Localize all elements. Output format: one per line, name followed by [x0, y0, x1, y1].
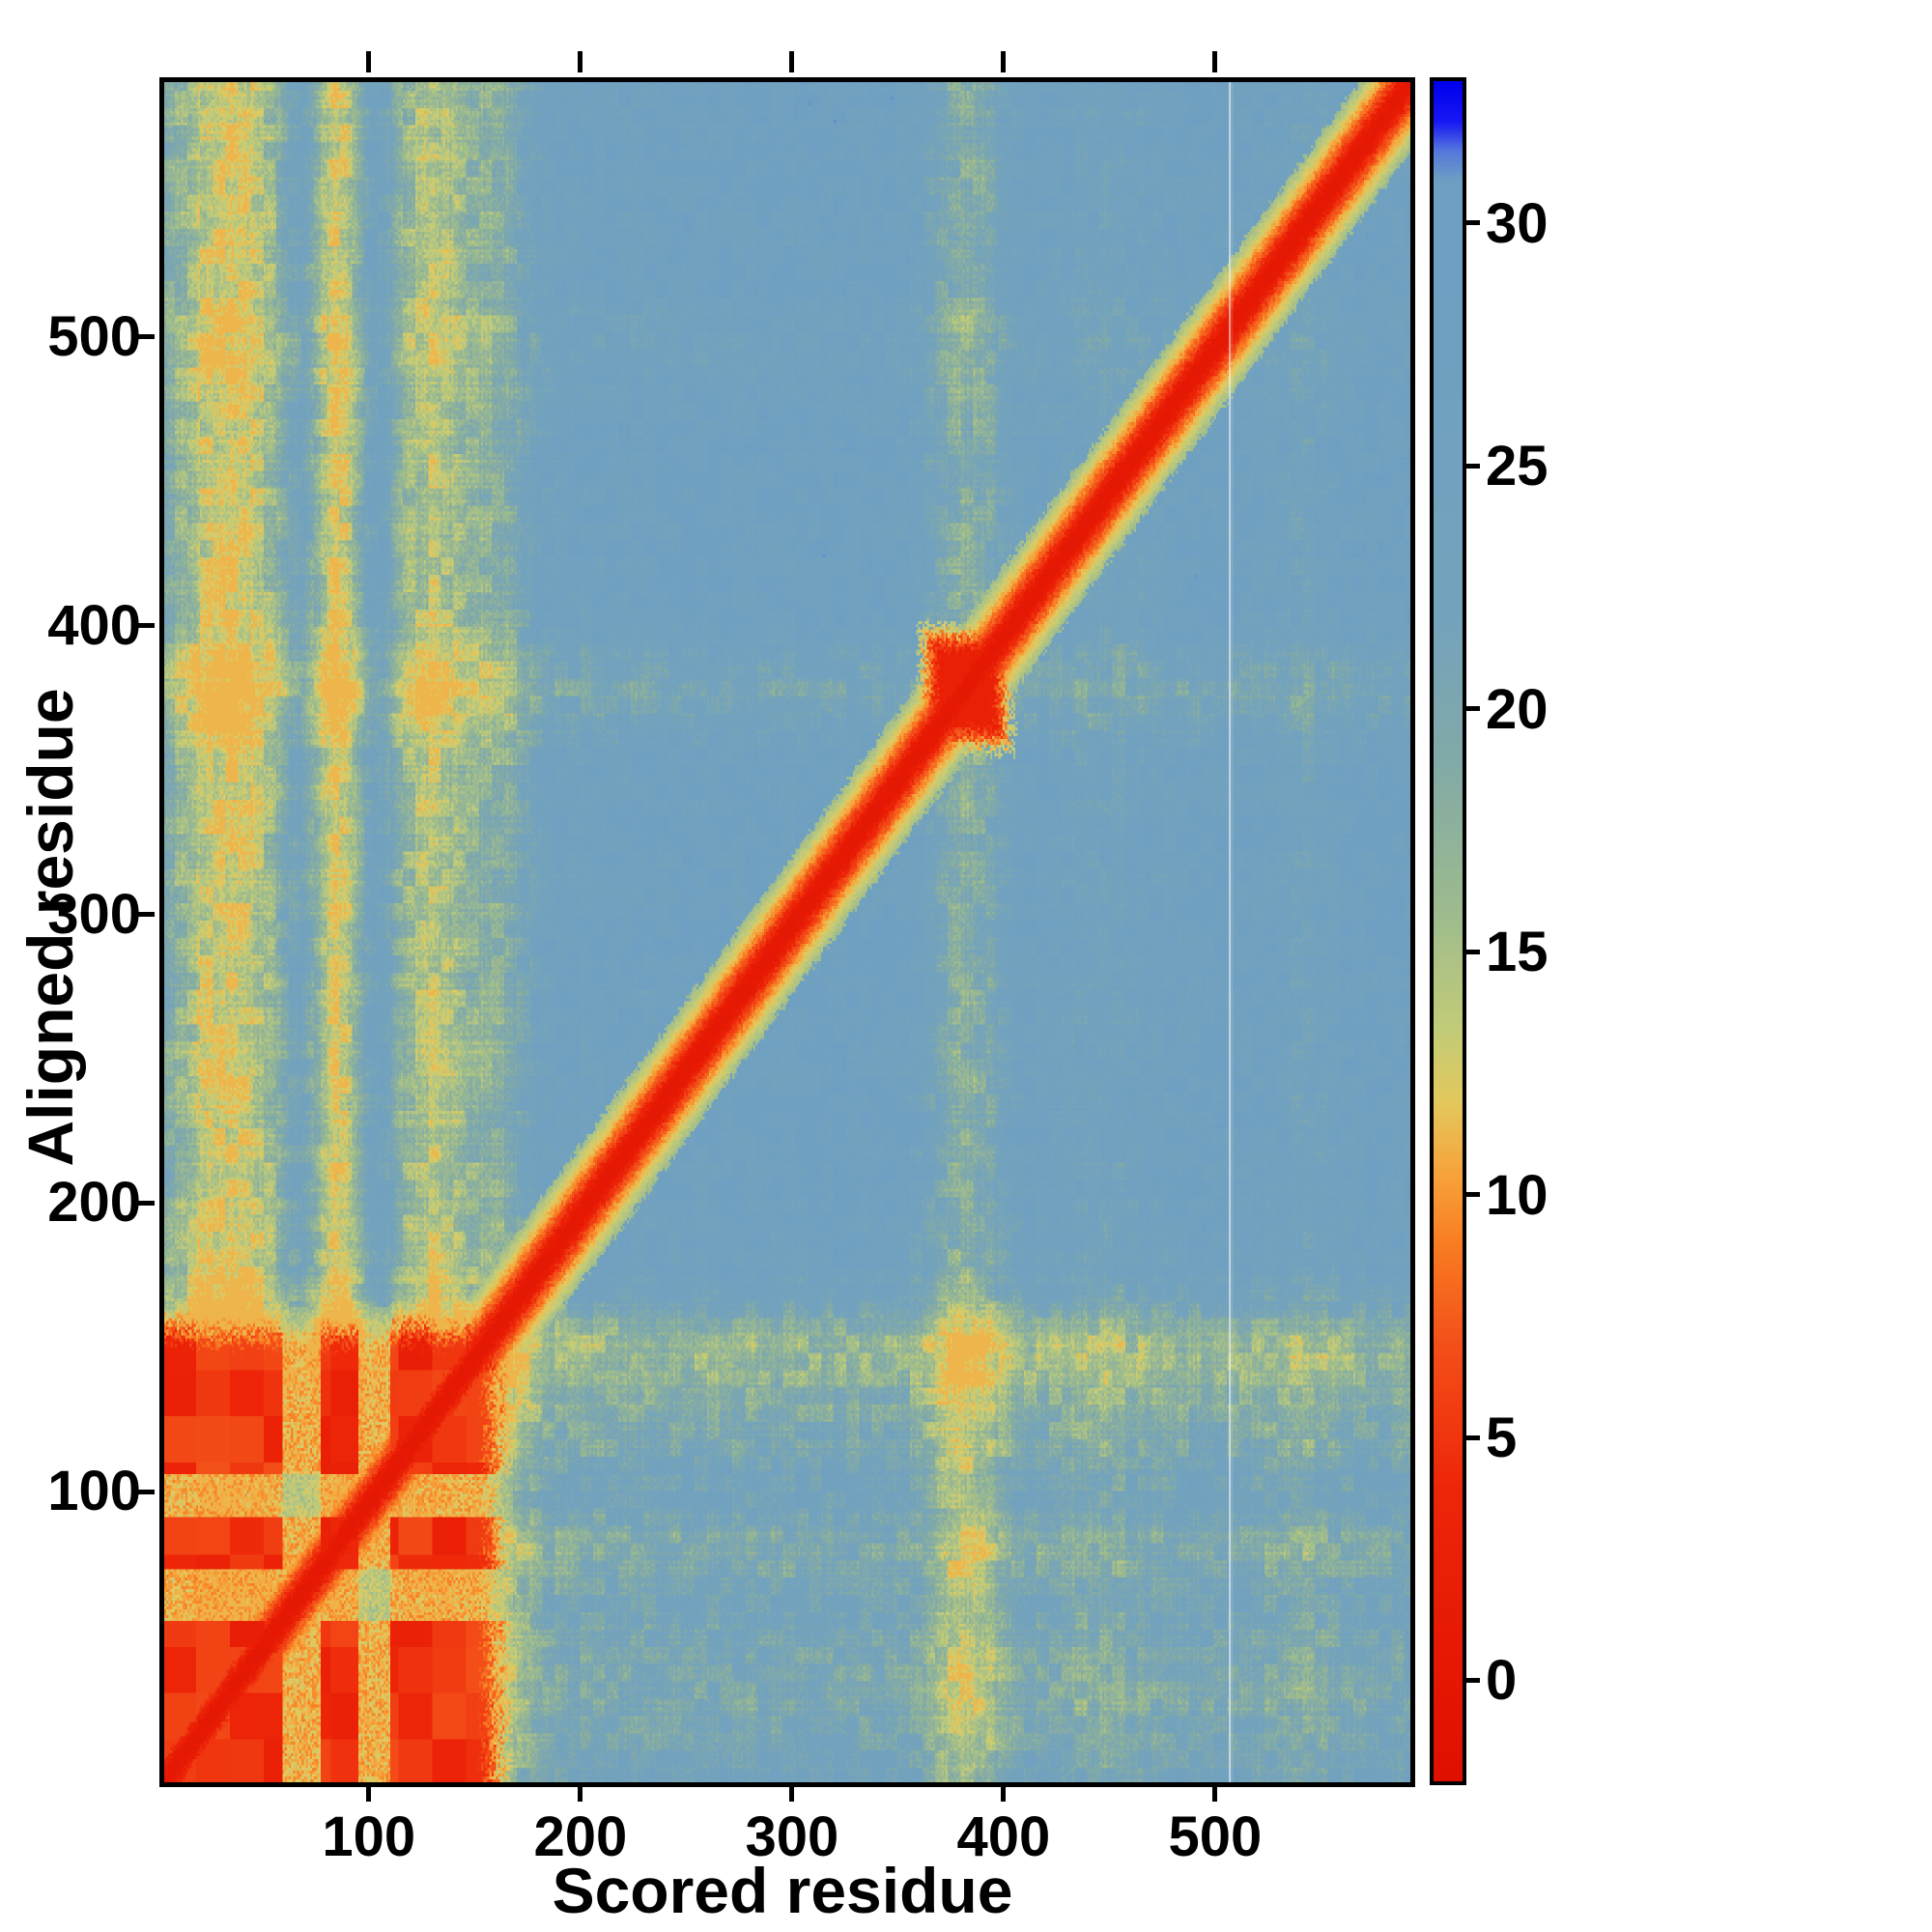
y-tick-label: 300	[47, 882, 141, 946]
x-tick-label: 100	[322, 1805, 416, 1868]
colorbar-tick-label: 0	[1486, 1649, 1518, 1713]
colorbar-tick-mark	[1466, 220, 1480, 226]
colorbar	[1430, 77, 1466, 1785]
x-tick-mark-bottom	[1001, 1782, 1007, 1802]
y-tick-mark	[133, 623, 155, 629]
colorbar-tick-label: 10	[1486, 1163, 1548, 1227]
x-tick-label: 500	[1168, 1805, 1263, 1868]
x-tick-mark-top	[789, 51, 795, 72]
plot-frame	[159, 77, 1415, 1787]
x-axis-title: Scored residue	[552, 1855, 1013, 1926]
y-tick-mark	[133, 912, 155, 918]
x-tick-mark-bottom	[578, 1782, 583, 1802]
heatmap-canvas	[164, 82, 1410, 1782]
y-tick-mark	[133, 1200, 155, 1206]
x-tick-label: 400	[956, 1805, 1051, 1868]
colorbar-tick-label: 5	[1486, 1406, 1518, 1469]
colorbar-tick-label: 20	[1486, 677, 1548, 741]
x-tick-mark-top	[1212, 51, 1218, 72]
y-tick-label: 400	[47, 593, 141, 657]
colorbar-tick-mark	[1466, 706, 1480, 712]
colorbar-tick-mark	[1466, 949, 1480, 954]
x-tick-mark-top	[578, 51, 583, 72]
x-tick-mark-bottom	[789, 1782, 795, 1802]
colorbar-tick-mark	[1466, 1192, 1480, 1198]
x-tick-mark-top	[366, 51, 372, 72]
colorbar-canvas	[1434, 81, 1463, 1781]
colorbar-tick-label: 15	[1486, 921, 1548, 984]
y-tick-label: 100	[47, 1460, 141, 1523]
y-tick-label: 500	[47, 304, 141, 368]
x-tick-mark-bottom	[366, 1782, 372, 1802]
y-tick-label: 200	[47, 1171, 141, 1235]
x-tick-label: 300	[745, 1805, 839, 1868]
colorbar-tick-label: 30	[1486, 191, 1548, 255]
colorbar-tick-label: 25	[1486, 435, 1548, 498]
y-tick-mark	[133, 334, 155, 340]
colorbar-tick-mark	[1466, 1435, 1480, 1440]
x-tick-mark-bottom	[1212, 1782, 1218, 1802]
y-tick-mark	[133, 1489, 155, 1494]
x-tick-mark-top	[1001, 51, 1007, 72]
colorbar-tick-mark	[1466, 463, 1480, 469]
x-tick-label: 200	[533, 1805, 628, 1868]
colorbar-tick-mark	[1466, 1677, 1480, 1683]
